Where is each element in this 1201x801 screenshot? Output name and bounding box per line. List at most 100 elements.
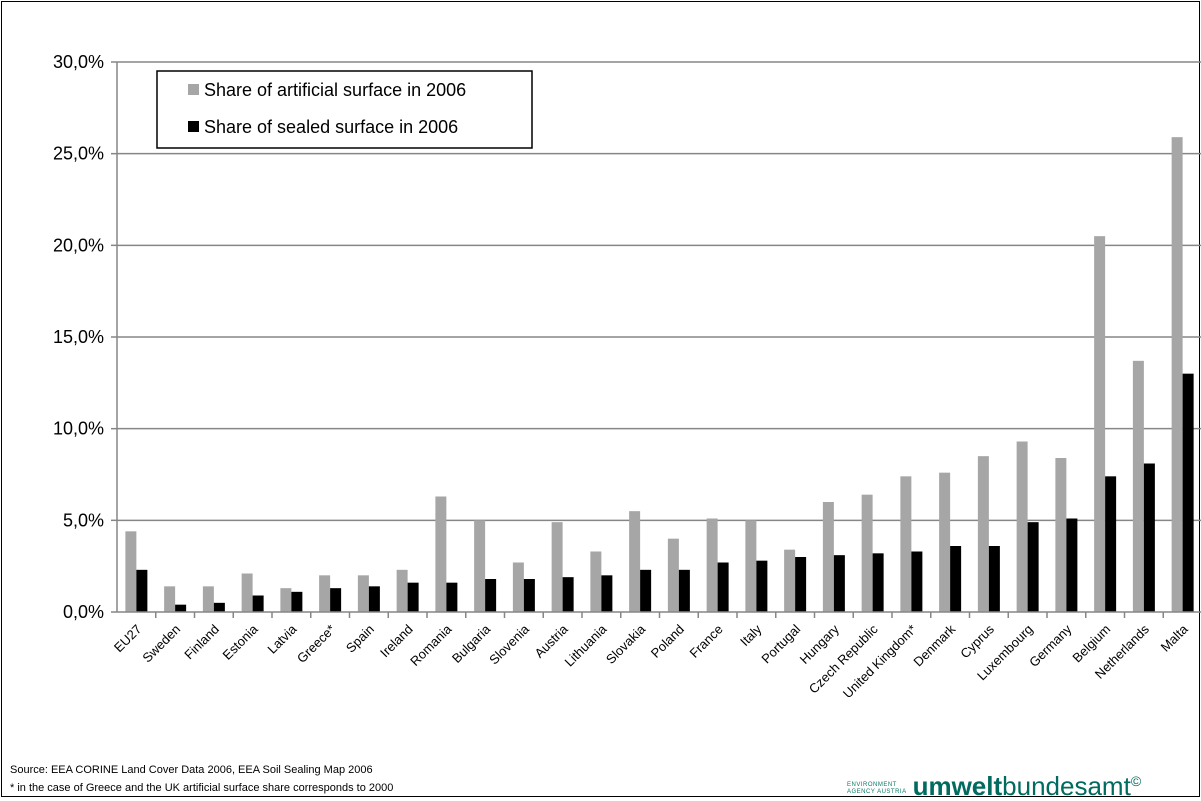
bar-sealed-slovenia bbox=[523, 579, 535, 612]
x-tick-label: United Kingdom* bbox=[840, 622, 920, 702]
y-tick-label: 20,0% bbox=[53, 235, 104, 255]
bar-sealed-belgium bbox=[1105, 476, 1117, 612]
x-tick-label: Malta bbox=[1158, 621, 1192, 655]
bar-artificial-slovenia bbox=[512, 562, 524, 612]
x-tick-label: Poland bbox=[648, 622, 687, 661]
bar-artificial-sweden bbox=[164, 586, 176, 612]
x-tick-label: Czech Republic bbox=[806, 621, 881, 696]
bar-sealed-netherlands bbox=[1143, 463, 1155, 612]
bar-artificial-hungary bbox=[822, 502, 834, 612]
y-tick-label: 30,0% bbox=[53, 52, 104, 72]
logo-small-text: ENVIRONMENT AGENCY AUSTRIA bbox=[847, 782, 907, 795]
bar-artificial-eu27 bbox=[125, 531, 137, 612]
bar-artificial-czech-republic bbox=[861, 494, 873, 612]
bar-sealed-germany bbox=[1066, 518, 1078, 612]
bar-sealed-united-kingdom bbox=[911, 551, 923, 612]
bar-artificial-spain bbox=[357, 575, 369, 612]
legend-label-artificial: Share of artificial surface in 2006 bbox=[204, 80, 466, 100]
legend-swatch-sealed bbox=[188, 121, 199, 132]
x-tick-label: Germany bbox=[1026, 621, 1075, 670]
x-tick-label: Estonia bbox=[219, 621, 261, 663]
bar-sealed-france bbox=[717, 562, 729, 612]
bar-sealed-bulgaria bbox=[485, 579, 497, 612]
x-tick-label: Lithuania bbox=[562, 621, 610, 669]
bar-artificial-lithuania bbox=[590, 551, 602, 612]
bar-artificial-cyprus bbox=[977, 456, 989, 612]
bar-artificial-netherlands bbox=[1132, 360, 1144, 612]
logo-mark: © bbox=[1130, 773, 1142, 789]
bar-sealed-poland bbox=[678, 569, 690, 612]
footnote: * in the case of Greece and the UK artif… bbox=[10, 782, 394, 794]
bar-artificial-bulgaria bbox=[474, 520, 486, 612]
x-tick-label: Finland bbox=[181, 622, 222, 663]
bar-artificial-slovakia bbox=[629, 511, 641, 612]
bar-artificial-ireland bbox=[396, 569, 408, 612]
bar-artificial-luxembourg bbox=[1016, 441, 1028, 612]
bar-artificial-latvia bbox=[280, 588, 292, 612]
bar-sealed-sweden bbox=[175, 604, 187, 612]
x-tick-label: Italy bbox=[737, 621, 765, 649]
bar-sealed-italy bbox=[756, 560, 768, 612]
y-tick-label: 10,0% bbox=[53, 419, 104, 439]
legend: Share of artificial surface in 2006 Shar… bbox=[156, 70, 533, 149]
bar-artificial-poland bbox=[667, 538, 679, 612]
x-tick-label: Sweden bbox=[139, 622, 183, 666]
bar-artificial-germany bbox=[1055, 458, 1067, 612]
logo-bold-text: umwelt bbox=[912, 771, 1003, 801]
y-tick-labels: 0,0% 5,0% 10,0% 15,0% 20,0% 25,0% 30,0% bbox=[53, 52, 104, 622]
bar-sealed-portugal bbox=[795, 557, 807, 612]
bar-sealed-czech-republic bbox=[872, 553, 884, 612]
x-tick-label: Portugal bbox=[758, 621, 803, 666]
bar-sealed-lithuania bbox=[601, 575, 613, 612]
bar-artificial-greece bbox=[319, 575, 331, 612]
bar-sealed-cyprus bbox=[988, 546, 1000, 612]
x-tick-label: France bbox=[687, 622, 726, 661]
bar-sealed-greece bbox=[330, 588, 342, 612]
x-tick-label: Greece* bbox=[294, 622, 338, 666]
x-tick-label: Denmark bbox=[910, 621, 958, 669]
bar-artificial-denmark bbox=[939, 472, 951, 612]
legend-label-sealed: Share of sealed surface in 2006 bbox=[204, 117, 458, 137]
y-tick-label: 0,0% bbox=[63, 602, 104, 622]
bar-sealed-latvia bbox=[291, 591, 303, 612]
legend-box bbox=[156, 70, 533, 149]
bar-artificial-italy bbox=[745, 520, 757, 612]
bar-sealed-denmark bbox=[950, 546, 962, 612]
bar-artificial-belgium bbox=[1094, 236, 1106, 612]
bar-sealed-hungary bbox=[833, 555, 845, 612]
bar-sealed-austria bbox=[562, 577, 574, 612]
bar-artificial-estonia bbox=[241, 573, 253, 612]
bar-sealed-eu27 bbox=[136, 569, 148, 612]
bars bbox=[125, 137, 1194, 612]
bar-artificial-malta bbox=[1171, 137, 1183, 612]
x-tick-label: Spain bbox=[343, 622, 377, 656]
umweltbundesamt-logo: ENVIRONMENT AGENCY AUSTRIA umwelt bundes… bbox=[847, 771, 1142, 801]
x-tick-label: Slovakia bbox=[603, 621, 649, 667]
y-tick-label: 5,0% bbox=[63, 510, 104, 530]
x-tick-label: EU27 bbox=[111, 622, 145, 656]
y-tick-label: 25,0% bbox=[53, 144, 104, 164]
bar-sealed-ireland bbox=[407, 582, 419, 612]
x-tick-label: Latvia bbox=[264, 621, 300, 657]
bar-sealed-romania bbox=[446, 582, 458, 612]
axes bbox=[111, 61, 1201, 618]
bar-artificial-romania bbox=[435, 496, 447, 612]
logo-light-text: bundesamt bbox=[1002, 771, 1131, 801]
bar-sealed-slovakia bbox=[640, 569, 652, 612]
y-tick-label: 15,0% bbox=[53, 327, 104, 347]
bar-artificial-portugal bbox=[784, 549, 796, 612]
bar-sealed-spain bbox=[368, 586, 380, 612]
x-tick-label: Romania bbox=[407, 621, 455, 669]
bar-artificial-austria bbox=[551, 522, 563, 612]
bar-artificial-united-kingdom bbox=[900, 476, 912, 612]
source-note: Source: EEA CORINE Land Cover Data 2006,… bbox=[10, 764, 373, 776]
x-tick-label: Bulgaria bbox=[449, 621, 494, 666]
bar-sealed-estonia bbox=[252, 595, 264, 612]
bar-sealed-finland bbox=[213, 602, 225, 612]
legend-swatch-artificial bbox=[188, 84, 199, 95]
bar-artificial-france bbox=[706, 518, 718, 612]
bar-artificial-finland bbox=[202, 586, 214, 612]
